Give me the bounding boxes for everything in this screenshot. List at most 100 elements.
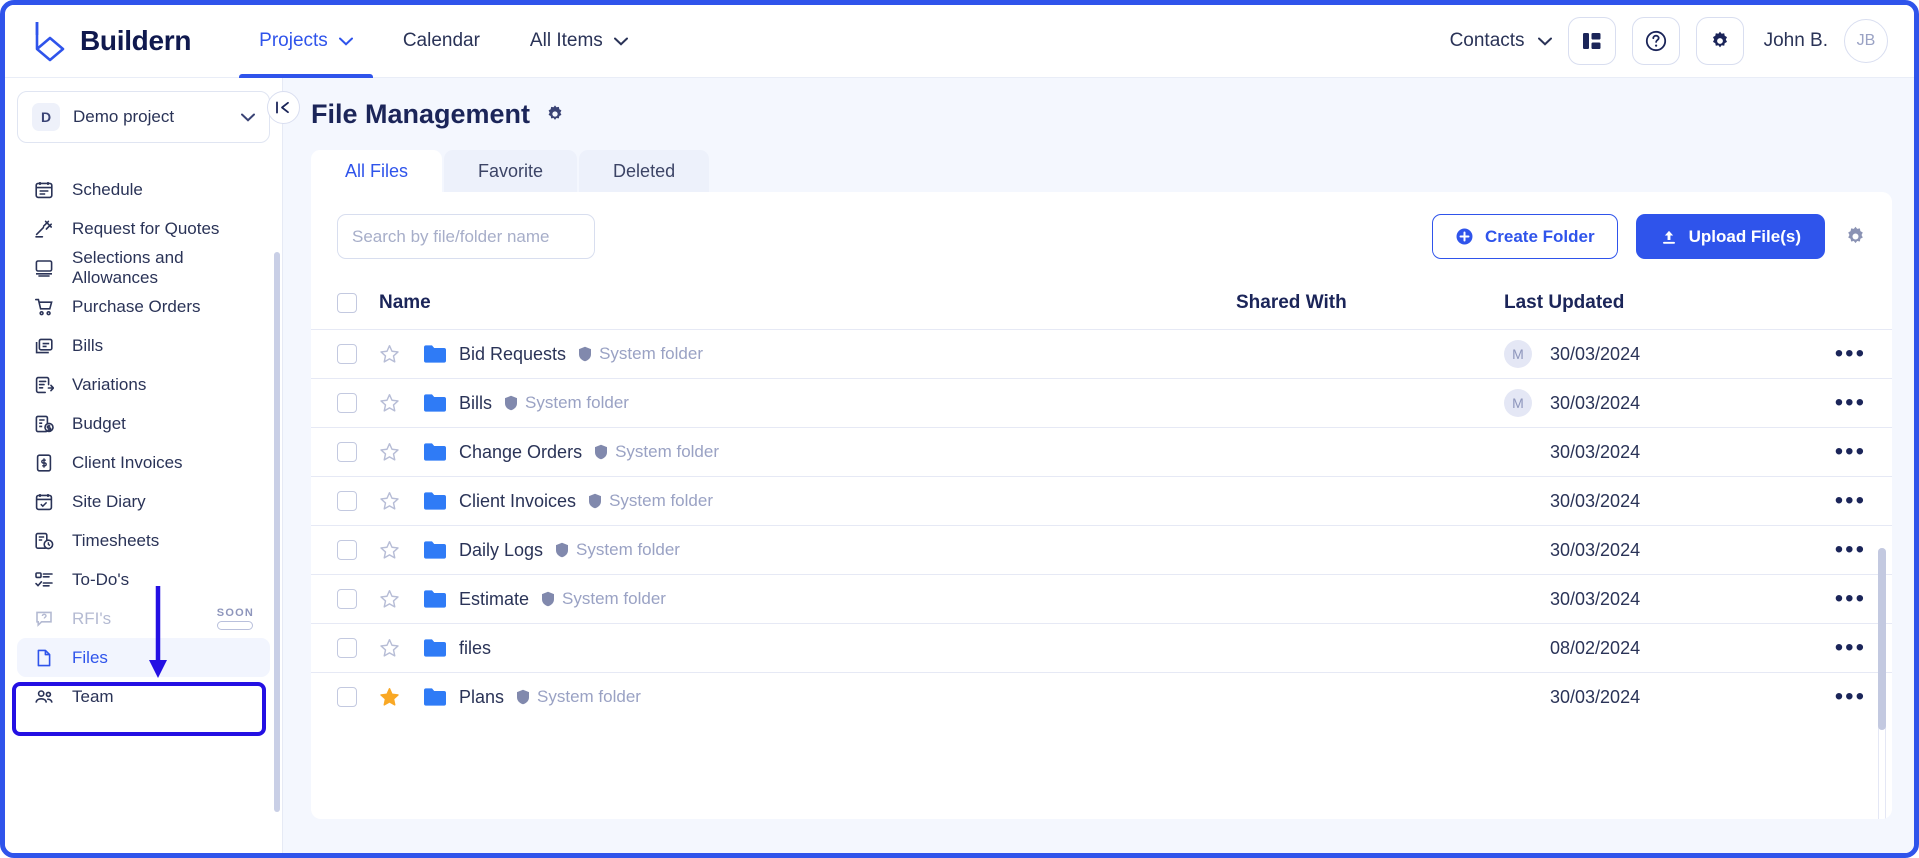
last-updated-date: 30/03/2024 <box>1550 343 1641 364</box>
tab-favorite[interactable]: Favorite <box>444 150 578 192</box>
row-more-menu-button[interactable]: ••• <box>1834 585 1866 612</box>
panel-icon <box>1582 33 1601 49</box>
table-scrollbar-thumb[interactable] <box>1878 548 1886 730</box>
tab-all-files[interactable]: All Files <box>311 150 443 192</box>
table-row[interactable]: Daily Logs System folder 30/03/2024 ••• <box>311 525 1892 574</box>
row-checkbox[interactable] <box>337 393 357 413</box>
sidebar-item-client-invoices[interactable]: Client Invoices <box>17 443 270 482</box>
row-more-menu-button[interactable]: ••• <box>1834 389 1866 416</box>
row-more-menu-button[interactable]: ••• <box>1834 683 1866 710</box>
table-row[interactable]: Change Orders System folder 30/03/2024 •… <box>311 427 1892 476</box>
star-icon[interactable] <box>379 638 400 659</box>
sidebar-item-budget[interactable]: Budget <box>17 404 270 443</box>
star-icon[interactable] <box>379 393 400 414</box>
create-folder-button[interactable]: Create Folder <box>1432 214 1618 259</box>
avatar[interactable]: JB <box>1844 19 1888 63</box>
table-row[interactable]: Estimate System folder 30/03/2024 ••• <box>311 574 1892 623</box>
sidebar-label: Team <box>72 686 114 706</box>
folder-icon <box>424 345 446 363</box>
table-row[interactable]: Client Invoices System folder 30/03/2024… <box>311 476 1892 525</box>
contacts-menu[interactable]: Contacts <box>1450 30 1552 52</box>
row-checkbox[interactable] <box>337 344 357 364</box>
row-checkbox[interactable] <box>337 638 357 658</box>
gear-icon[interactable] <box>544 103 566 125</box>
row-more-menu-button[interactable]: ••• <box>1834 634 1866 661</box>
column-last-updated[interactable]: Last Updated <box>1504 292 1804 314</box>
star-icon[interactable] <box>379 344 400 365</box>
sidebar-nav-list[interactable]: Schedule Request for Quotes <box>5 156 282 853</box>
sidebar-item-variations[interactable]: Variations <box>17 365 270 404</box>
row-more-menu-button[interactable]: ••• <box>1834 438 1866 465</box>
row-name-cell[interactable]: Client Invoices System folder <box>423 491 1236 512</box>
row-checkbox[interactable] <box>337 442 357 462</box>
sidebar-label: RFI's <box>72 608 112 628</box>
table-row[interactable]: Plans System folder 30/03/2024 ••• <box>311 672 1892 721</box>
select-all-checkbox[interactable] <box>337 293 357 313</box>
sidebar-item-selections-and-allowances[interactable]: Selections and Allowances <box>17 248 270 287</box>
star-icon[interactable] <box>379 491 400 512</box>
row-last-updated-cell: 30/03/2024 <box>1504 585 1804 613</box>
sidebar-item-to-dos[interactable]: To-Do's <box>17 560 270 599</box>
sidebar-scrollbar[interactable] <box>274 252 280 812</box>
table-row[interactable]: Bills System folder M 30/03/2024 ••• <box>311 378 1892 427</box>
nav-item-all-items[interactable]: All Items <box>510 5 648 78</box>
row-name-cell[interactable]: Change Orders System folder <box>423 442 1236 463</box>
file-tabs: All Files Favorite Deleted <box>311 150 1892 192</box>
row-checkbox[interactable] <box>337 589 357 609</box>
system-folder-badge: System folder <box>594 442 719 462</box>
star-icon[interactable] <box>379 687 400 708</box>
panel-toggle-button[interactable] <box>1567 17 1616 65</box>
row-checkbox[interactable] <box>337 540 357 560</box>
upload-files-label: Upload File(s) <box>1688 226 1801 246</box>
row-name-cell[interactable]: Bid Requests System folder <box>423 344 1236 365</box>
shared-avatar: M <box>1504 340 1532 368</box>
help-button[interactable] <box>1631 17 1680 65</box>
sidebar-item-files[interactable]: Files <box>17 638 270 677</box>
row-more-menu-button[interactable]: ••• <box>1834 487 1866 514</box>
project-selector[interactable]: D Demo project <box>17 91 270 143</box>
star-icon[interactable] <box>379 540 400 561</box>
sidebar-item-rfis[interactable]: RFI's SOON <box>17 599 270 638</box>
sidebar-item-timesheets[interactable]: Timesheets <box>17 521 270 560</box>
nav-item-projects[interactable]: Projects <box>239 5 373 78</box>
row-favorite-cell <box>379 442 423 463</box>
tab-deleted[interactable]: Deleted <box>579 150 710 192</box>
sidebar-label: Client Invoices <box>72 452 183 472</box>
row-more-menu-button[interactable]: ••• <box>1834 340 1866 367</box>
row-name-cell[interactable]: files <box>423 638 1236 659</box>
sidebar-item-request-for-quotes[interactable]: Request for Quotes <box>17 209 270 248</box>
row-checkbox[interactable] <box>337 491 357 511</box>
sidebar-label: Bills <box>72 335 104 355</box>
search-box[interactable] <box>337 214 595 259</box>
nav-item-calendar[interactable]: Calendar <box>383 5 500 78</box>
system-folder-label: System folder <box>615 442 720 461</box>
row-more-menu-button[interactable]: ••• <box>1834 536 1866 563</box>
sidebar-item-site-diary[interactable]: Site Diary <box>17 482 270 521</box>
settings-button[interactable] <box>1695 17 1744 65</box>
folder-icon <box>424 688 446 706</box>
row-name-cell[interactable]: Bills System folder <box>423 393 1236 414</box>
file-name: Change Orders <box>459 441 583 462</box>
column-shared-with[interactable]: Shared With <box>1236 292 1504 314</box>
file-icon <box>33 647 54 668</box>
star-icon[interactable] <box>379 589 400 610</box>
brand-logo[interactable]: Buildern <box>31 19 191 63</box>
table-row[interactable]: files 08/02/2024 ••• <box>311 623 1892 672</box>
sidebar-item-team[interactable]: Team <box>17 677 270 716</box>
row-name-cell[interactable]: Estimate System folder <box>423 589 1236 610</box>
column-name[interactable]: Name <box>379 292 1236 314</box>
table-settings-gear-icon[interactable] <box>1843 224 1868 249</box>
sidebar-item-bills[interactable]: Bills <box>17 326 270 365</box>
row-name-cell[interactable]: Plans System folder <box>423 687 1236 708</box>
row-name-cell[interactable]: Daily Logs System folder <box>423 540 1236 561</box>
table-body: Bid Requests System folder M 30/03/2024 … <box>311 329 1892 721</box>
sidebar-item-purchase-orders[interactable]: Purchase Orders <box>17 287 270 326</box>
row-checkbox[interactable] <box>337 687 357 707</box>
upload-files-button[interactable]: Upload File(s) <box>1635 214 1825 259</box>
sidebar-item-schedule[interactable]: Schedule <box>17 170 270 209</box>
sidebar-collapse-button[interactable] <box>267 91 300 124</box>
search-input[interactable] <box>352 226 573 247</box>
star-icon[interactable] <box>379 442 400 463</box>
table-row[interactable]: Bid Requests System folder M 30/03/2024 … <box>311 329 1892 378</box>
